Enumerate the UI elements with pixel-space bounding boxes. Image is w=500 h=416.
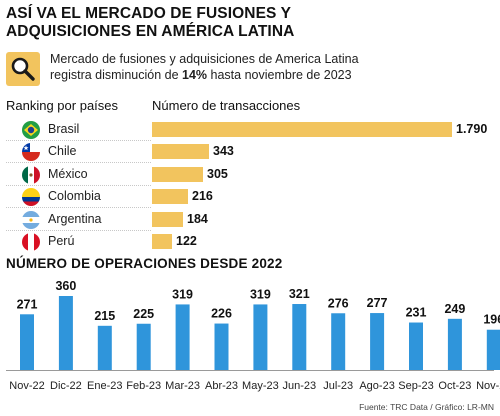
country-value-label: 305	[207, 166, 228, 181]
month-value-label: 225	[133, 307, 154, 321]
info-line-2-suffix: hasta noviembre de 2023	[207, 68, 352, 82]
month-value-label: 321	[289, 287, 310, 301]
flag-peru-icon	[22, 233, 40, 251]
country-label: Perú	[48, 234, 75, 248]
month-value-label: 231	[406, 306, 427, 320]
month-tick-label: Dic-22	[50, 380, 82, 392]
country-value-label: 343	[213, 144, 234, 159]
month-tick-label: Jun-23	[282, 380, 316, 392]
flag-argentina-icon	[22, 210, 40, 229]
month-bar	[97, 325, 112, 370]
country-value-label: 184	[187, 211, 208, 226]
info-line-2-prefix: registra disminución de	[50, 68, 183, 82]
country-bar	[152, 122, 452, 137]
info-highlight: 14%	[182, 68, 208, 82]
country-label: Brasil	[48, 122, 80, 136]
country-value-label: 1.790	[456, 122, 488, 136]
month-value-label: 319	[172, 287, 193, 301]
month-bar	[175, 304, 190, 370]
month-bar	[447, 318, 462, 370]
month-tick-label: Ene-23	[87, 380, 122, 392]
country-bar	[152, 144, 209, 160]
flag-mexico-icon	[22, 165, 40, 184]
month-tick-label: Sep-23	[398, 380, 433, 392]
country-label: Chile	[48, 144, 77, 159]
country-label: Colombia	[48, 189, 101, 204]
search-icon	[6, 52, 40, 86]
month-bar	[58, 296, 73, 370]
month-value-label: 215	[94, 309, 115, 323]
country-value-label: 122	[176, 234, 197, 248]
flag-colombia-icon	[22, 188, 40, 207]
month-tick-label: Oct-23	[438, 380, 471, 392]
ranking-header: Ranking por países	[6, 98, 119, 113]
country-label: México	[48, 166, 88, 181]
info-line-1: Mercado de fusiones y adquisiciones de A…	[50, 52, 359, 66]
month-bar	[136, 323, 151, 370]
month-tick-label: Nov-22	[9, 380, 44, 392]
ranking-divider	[6, 229, 151, 231]
month-value-label: 360	[55, 279, 76, 293]
country-bar	[152, 189, 188, 205]
month-bar	[486, 329, 500, 370]
country-bar	[152, 234, 172, 249]
ranking-divider	[6, 162, 151, 164]
month-value-label: 271	[17, 297, 38, 311]
month-bar	[292, 304, 307, 370]
month-value-label: 249	[444, 302, 465, 316]
month-value-label: 226	[211, 307, 232, 321]
month-tick-label: Ago-23	[359, 380, 394, 392]
country-bar	[152, 211, 183, 227]
month-value-label: 276	[328, 296, 349, 310]
month-tick-label: May-23	[242, 380, 279, 392]
month-bar	[370, 313, 385, 370]
info-box: Mercado de fusiones y adquisiciones de A…	[6, 50, 494, 92]
chart-title: ASÍ VA EL MERCADO DE FUSIONES Y ADQUISIC…	[6, 5, 294, 41]
month-tick-label: Mar-23	[165, 380, 200, 392]
title-line-2: ADQUISICIONES EN AMÉRICA LATINA	[6, 23, 295, 40]
source-note: Fuente: TRC Data / Gráfico: LR-MN	[359, 402, 494, 412]
month-tick-label: Feb-23	[126, 380, 161, 392]
month-tick-label: Nov-23	[476, 380, 500, 392]
month-tick-label: Jul-23	[323, 380, 353, 392]
month-value-label: 319	[250, 287, 271, 301]
month-tick-label: Abr-23	[205, 380, 238, 392]
flag-brazil-icon	[22, 121, 40, 139]
country-label: Argentina	[48, 211, 102, 226]
month-value-label: 277	[367, 296, 388, 310]
ranking-divider	[6, 140, 151, 141]
title-line-1: ASÍ VA EL MERCADO DE FUSIONES Y	[6, 5, 292, 22]
ranking-divider	[6, 184, 151, 186]
flag-chile-icon	[22, 143, 40, 162]
transactions-header: Número de transacciones	[152, 98, 301, 113]
country-bar	[152, 166, 203, 182]
month-bar	[409, 322, 423, 370]
info-line-2: registra disminución de 14% hasta noviem…	[50, 67, 359, 83]
month-bar	[253, 304, 268, 370]
info-text: Mercado de fusiones y adquisiciones de A…	[50, 51, 359, 83]
country-value-label: 216	[192, 189, 213, 204]
ranking-divider	[6, 207, 151, 209]
month-bar	[20, 314, 34, 370]
monthly-chart: 271 Nov-22 360 Dic-22 215 Ene-23 225 Feb-23 319 M…	[6, 279, 500, 392]
month-bar	[214, 323, 229, 370]
monthly-chart-title: NÚMERO DE OPERACIONES DESDE 2022	[6, 256, 283, 271]
month-value-label: 196	[483, 313, 500, 327]
month-bar	[331, 313, 346, 370]
